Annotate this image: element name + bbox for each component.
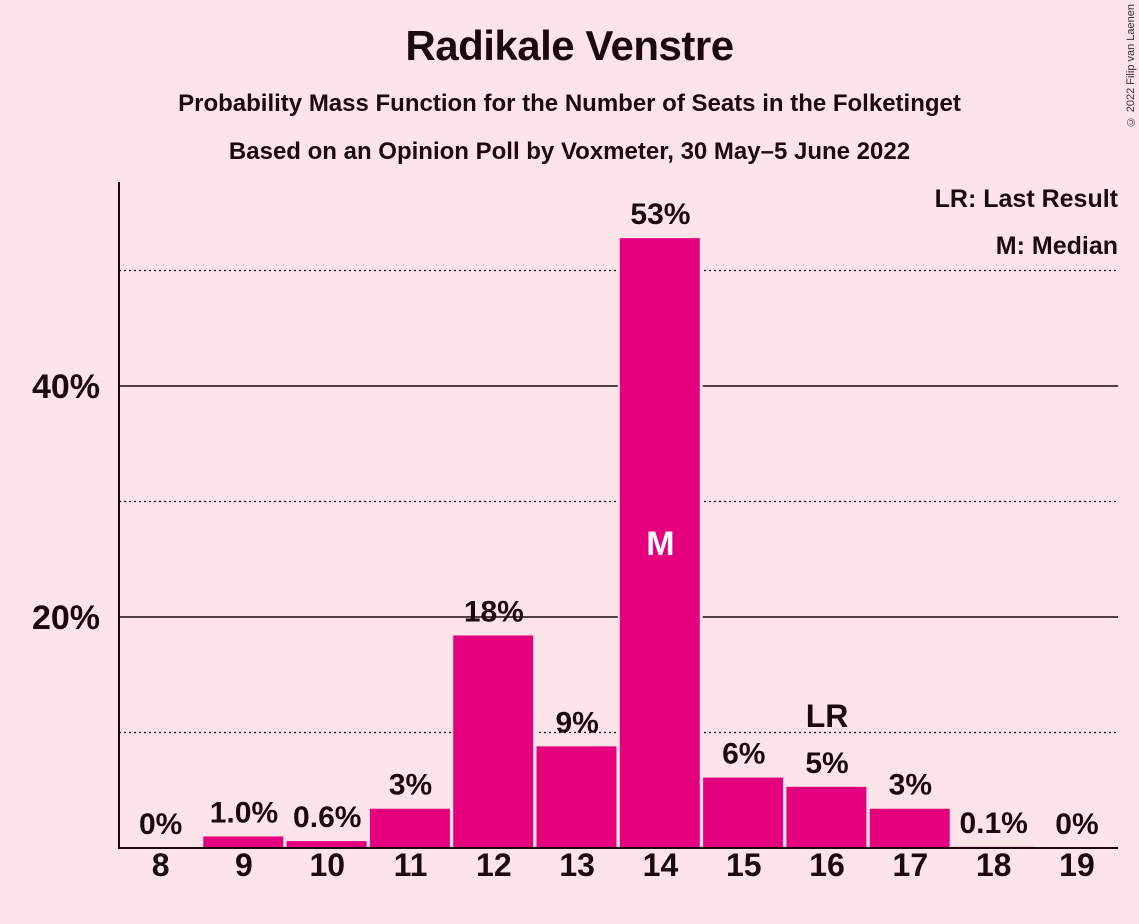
data-label: 0% (139, 808, 182, 841)
data-label: 1.0% (210, 796, 278, 829)
bar-11 (369, 808, 450, 848)
bar-12 (453, 635, 534, 848)
data-label: 0.1% (959, 807, 1027, 840)
y-tick-label: 20% (32, 599, 100, 637)
data-label: 5% (805, 747, 848, 780)
bar-16 (786, 786, 867, 848)
data-label: 0% (1055, 808, 1098, 841)
x-tick-label: 15 (726, 847, 762, 883)
last-result-marker: LR (806, 698, 849, 734)
y-tick-label: 40% (32, 368, 100, 406)
bar-9 (203, 836, 284, 848)
bar-14 (619, 238, 700, 848)
bar-gap (951, 843, 1036, 848)
x-tick-label: 17 (893, 847, 929, 883)
bar-13 (536, 746, 617, 848)
data-label: 0.6% (293, 801, 361, 834)
x-tick-label: 10 (309, 847, 345, 883)
data-label: 3% (389, 769, 432, 802)
x-tick-label: 16 (809, 847, 845, 883)
data-label: 9% (555, 706, 598, 739)
chart-source-line: Based on an Opinion Poll by Voxmeter, 30… (228, 138, 911, 165)
x-tick-label: 14 (643, 847, 679, 883)
legend-last-result: LR: Last Result (934, 185, 1118, 213)
x-tick-label: 8 (152, 847, 170, 883)
x-tick-label: 11 (394, 847, 428, 883)
x-tick-label: 9 (235, 847, 253, 883)
x-tick-label: 18 (976, 847, 1012, 883)
x-tick-label: 19 (1059, 847, 1095, 883)
chart-subtitle: Probability Mass Function for the Number… (178, 90, 961, 117)
median-marker: M (646, 525, 674, 563)
x-tick-label: 12 (476, 847, 512, 883)
bar-17 (869, 808, 950, 848)
chart-title: Radikale Venstre (405, 22, 734, 69)
legend-median: M: Median (995, 232, 1118, 260)
data-label: 6% (722, 738, 765, 771)
x-tick-label: 13 (559, 847, 595, 883)
bar-10 (286, 841, 367, 848)
bar-15 (703, 777, 784, 848)
data-label: 53% (630, 198, 690, 231)
data-label: 3% (889, 769, 932, 802)
data-label: 18% (464, 595, 524, 628)
